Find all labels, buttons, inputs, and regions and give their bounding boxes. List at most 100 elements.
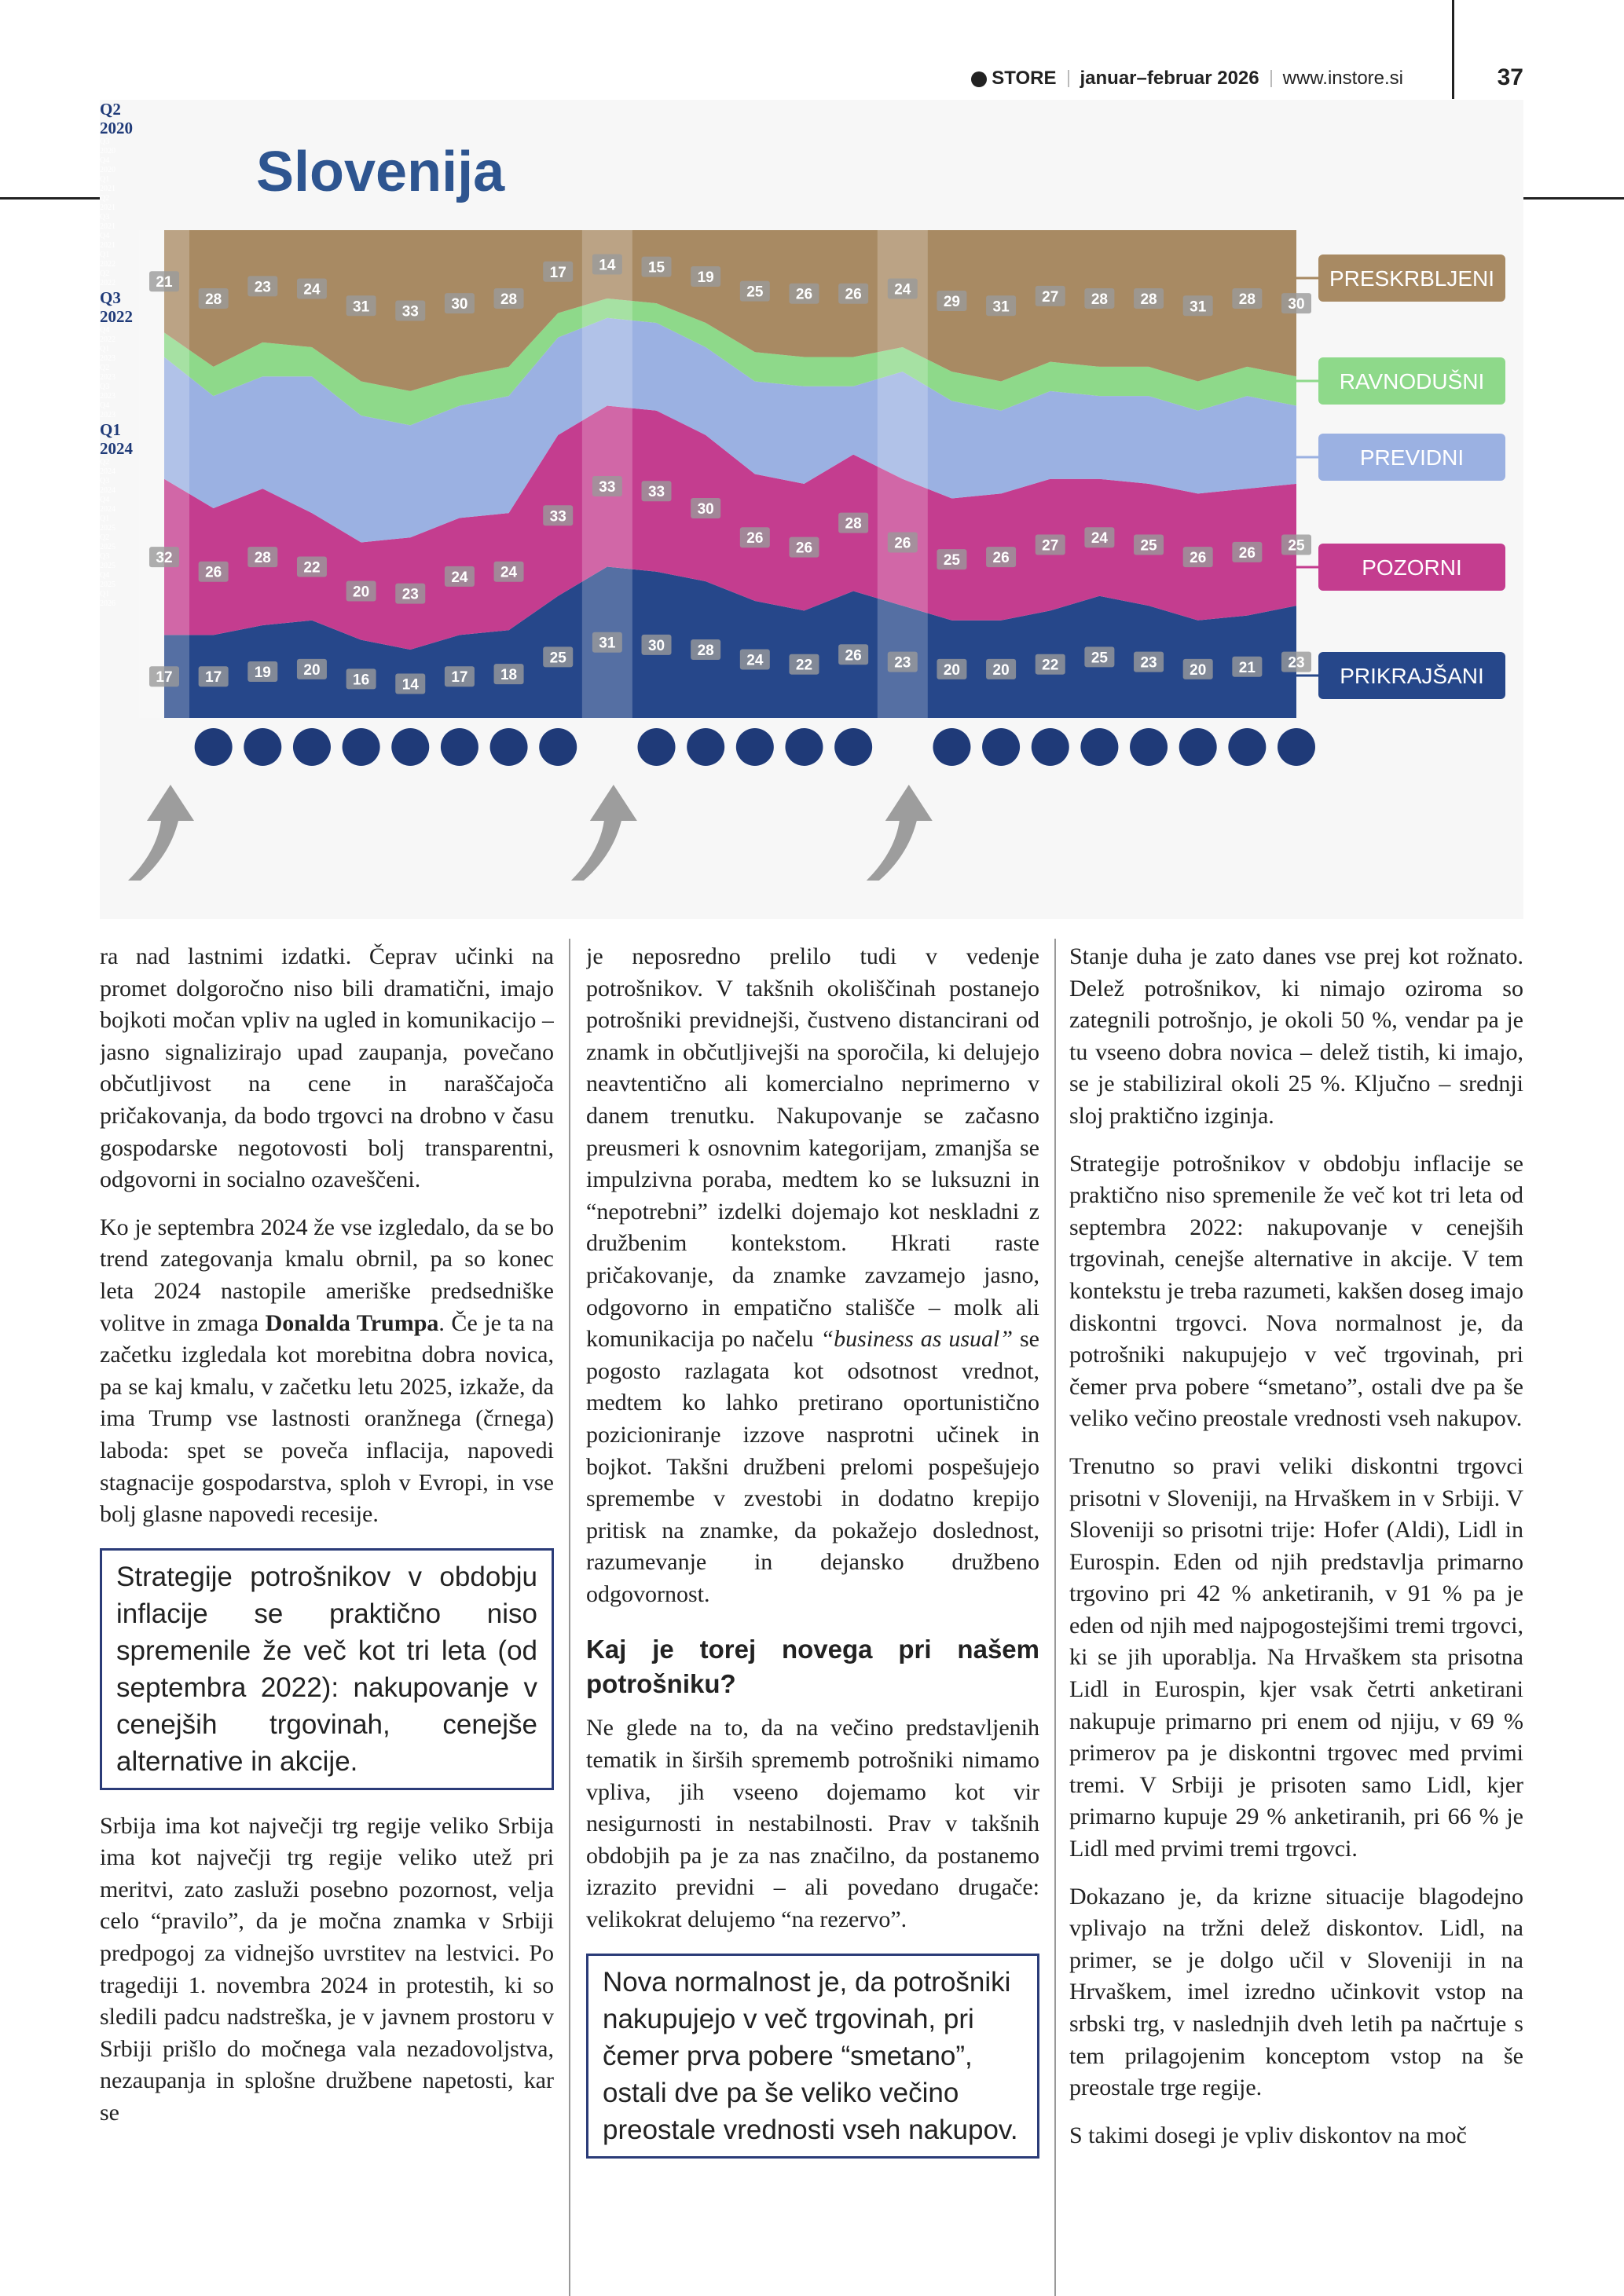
data-label: 33 (402, 303, 419, 320)
label-bg (543, 261, 574, 282)
label-bg (691, 265, 721, 287)
data-label: 24 (1091, 530, 1109, 547)
data-label: 26 (845, 287, 862, 303)
data-label: 17 (550, 265, 566, 281)
label-bg (346, 668, 376, 690)
data-label: 31 (599, 635, 616, 652)
label-bg (937, 658, 967, 679)
x-tick-marker (539, 728, 577, 766)
x-tick-marker (342, 728, 380, 766)
column: Stanje duha je zato danes vse prej kot r… (1069, 941, 1523, 2217)
data-label: 26 (205, 565, 222, 581)
x-tick-marker (489, 728, 528, 766)
legend-label: PRIKRAJŠANI (1340, 664, 1484, 688)
data-label: 18 (500, 667, 517, 683)
text: se pogosto razlagata kot odsotnost vredn… (586, 1326, 1039, 1607)
label-bg (691, 497, 721, 518)
data-label: 23 (1288, 655, 1304, 672)
label-bg (838, 283, 869, 304)
data-label: 32 (156, 550, 172, 566)
data-label: 20 (1190, 662, 1206, 679)
label-bg (149, 547, 179, 568)
label-bg (296, 658, 327, 679)
column: ra nad lastnimi izdatki. Čeprav učinki n… (100, 941, 554, 2217)
label-bg (986, 547, 1017, 568)
label-bg (149, 666, 179, 687)
x-tick-marker (1278, 728, 1315, 766)
data-label: 19 (698, 269, 714, 286)
label-bg (887, 651, 918, 672)
x-tick-label: Q3 2023 (100, 383, 115, 401)
data-label: 28 (698, 643, 714, 659)
label-bg (493, 664, 524, 685)
data-label: 31 (353, 298, 370, 315)
x-tick-label: Q4 2021 (100, 232, 115, 250)
label-bg (1035, 654, 1065, 675)
label-bg (346, 580, 376, 602)
x-tick-label: Q4 2025 (100, 571, 115, 589)
data-label: 20 (944, 662, 960, 679)
x-tick-marker (440, 728, 478, 766)
data-label: 17 (156, 669, 172, 686)
x-tick-marker (1228, 728, 1267, 766)
bold-text: Donalda Trumpa (265, 1309, 439, 1336)
data-label: 25 (1140, 538, 1157, 555)
paragraph: ra nad lastnimi izdatki. Čeprav učinki n… (100, 943, 554, 1193)
label-bg (1182, 547, 1213, 568)
data-label: 24 (746, 652, 764, 668)
data-label: 28 (205, 291, 222, 308)
label-bg (1232, 287, 1263, 309)
label-bg (1084, 287, 1115, 309)
separator (1270, 70, 1272, 87)
x-tick-label: Q2 2023 (100, 364, 115, 382)
x-tick-label: Q3 2024 (100, 477, 115, 495)
data-label: 33 (648, 484, 665, 500)
data-label: 23 (402, 587, 419, 603)
data-label: 23 (1140, 655, 1157, 672)
label-bg (493, 561, 524, 582)
header-rule (1523, 197, 1624, 200)
data-label: 24 (894, 282, 911, 298)
separator (1067, 70, 1069, 87)
legend-label: RAVNODUŠNI (1340, 369, 1485, 394)
x-tick-label: Q4 2024 (100, 496, 115, 514)
data-label: 29 (944, 294, 960, 310)
header-rule (1452, 0, 1454, 99)
label-bg (691, 639, 721, 661)
issue: januar–februar 2026 (1080, 68, 1259, 89)
page-number: 37 (1497, 64, 1523, 90)
data-label: 26 (796, 540, 812, 557)
legend-swatch (1318, 357, 1505, 405)
data-label: 26 (894, 535, 911, 551)
x-tick-marker (1130, 728, 1168, 766)
label-bg (444, 566, 475, 587)
label-bg (789, 654, 819, 675)
x-tick-label: Q1 2021 (100, 175, 115, 193)
x-tick-marker (292, 728, 331, 766)
data-label: 19 (255, 665, 271, 681)
label-bg (739, 527, 770, 548)
x-tick-label: Q2 2024 (100, 458, 115, 476)
x-tick-marker (735, 728, 774, 766)
label-bg (493, 287, 524, 309)
data-label: 24 (303, 282, 321, 298)
label-bg (937, 291, 967, 312)
label-bg (1182, 658, 1213, 679)
data-label: 28 (1239, 291, 1256, 308)
data-label: 27 (1042, 289, 1058, 306)
label-bg (1281, 651, 1311, 672)
legend-swatch (1318, 544, 1505, 591)
x-tick-label: Q4 2022 (100, 326, 115, 344)
label-bg (1134, 651, 1164, 672)
data-label: 25 (1288, 538, 1305, 555)
data-label: 25 (1091, 650, 1109, 666)
data-label: 17 (451, 669, 467, 686)
label-bg (838, 644, 869, 665)
x-tick-marker (834, 728, 873, 766)
paragraph: Trenutno so pravi veliki diskontni trgov… (1069, 1452, 1523, 1862)
data-label: 25 (550, 650, 567, 666)
area (164, 298, 1296, 426)
label-bg (592, 476, 622, 497)
column-rule (569, 939, 570, 2296)
label-bg (296, 278, 327, 299)
